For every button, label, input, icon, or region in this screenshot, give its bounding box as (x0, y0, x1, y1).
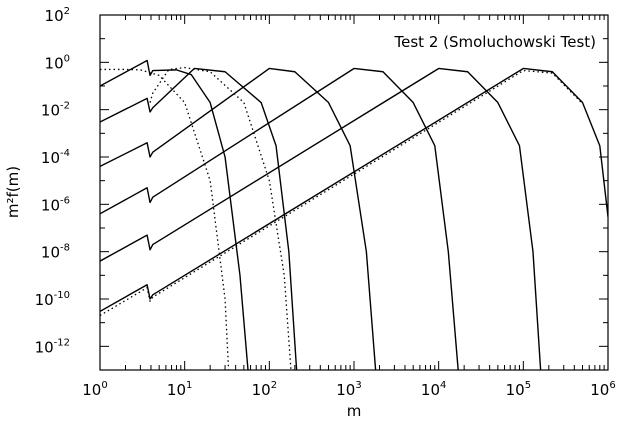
y-tick-label: 10-8 (41, 243, 70, 262)
x-axis-title: m (347, 402, 362, 420)
x-tick-label: 101 (167, 380, 192, 399)
x-tick-base: 10 (336, 381, 355, 399)
y-tick-exponent: 0 (64, 53, 70, 64)
y-tick-base: 10 (45, 54, 64, 72)
series-line-3 (149, 66, 292, 370)
x-tick-base: 10 (421, 381, 440, 399)
x-tick-base: 10 (506, 381, 525, 399)
y-tick-exponent: -10 (54, 290, 70, 301)
x-tick-base: 10 (82, 381, 101, 399)
series-layer (100, 59, 608, 370)
y-tick-label: 100 (45, 53, 70, 72)
y-tick-exponent: -8 (60, 243, 70, 254)
x-tick-label: 105 (506, 380, 531, 399)
y-axis-title: m²f(m) (4, 166, 22, 218)
y-tick-exponent: -2 (60, 101, 70, 112)
x-tick-exponent: 0 (101, 380, 107, 391)
x-tick-exponent: 1 (186, 380, 192, 391)
series-line-2 (100, 59, 249, 370)
y-tick-label: 10-12 (35, 337, 70, 356)
x-tick-label: 100 (82, 380, 107, 399)
y-tick-base: 10 (41, 149, 60, 167)
chart-annotation: Test 2 (Smoluchowski Test) (394, 33, 596, 51)
x-tick-base: 10 (590, 381, 609, 399)
y-tick-exponent: 2 (64, 6, 70, 17)
y-tick-label: 10-10 (35, 290, 70, 309)
y-tick-base: 10 (41, 196, 60, 214)
series-line-8 (100, 67, 608, 312)
series-line-1 (100, 68, 230, 370)
series-line-9 (100, 69, 583, 317)
tick-layer: 100 101 102 103 104 105 10610210010-210-410-61… (35, 6, 616, 399)
series-line-6 (100, 67, 459, 370)
y-tick-exponent: -4 (60, 148, 70, 159)
series-line-5 (100, 67, 377, 370)
y-tick-base: 10 (41, 244, 60, 262)
y-tick-base: 10 (45, 7, 64, 25)
y-tick-base: 10 (35, 291, 54, 309)
y-tick-label: 10-2 (41, 101, 70, 120)
series-line-4 (100, 67, 298, 370)
y-tick-base: 10 (35, 338, 54, 356)
x-tick-label: 103 (336, 380, 361, 399)
y-tick-exponent: -12 (54, 337, 70, 348)
x-tick-base: 10 (252, 381, 271, 399)
x-tick-exponent: 6 (609, 380, 615, 391)
y-tick-base: 10 (41, 102, 60, 120)
y-tick-exponent: -6 (60, 195, 70, 206)
x-tick-label: 106 (590, 380, 615, 399)
x-tick-exponent: 3 (355, 380, 361, 391)
series-line-7 (100, 67, 542, 370)
x-tick-label: 102 (252, 380, 277, 399)
x-tick-base: 10 (167, 381, 186, 399)
x-tick-exponent: 4 (440, 380, 446, 391)
x-tick-label: 104 (421, 380, 446, 399)
y-tick-label: 102 (45, 6, 70, 25)
y-tick-label: 10-4 (41, 148, 70, 167)
x-tick-exponent: 2 (271, 380, 277, 391)
x-tick-exponent: 5 (525, 380, 531, 391)
y-tick-label: 10-6 (41, 195, 70, 214)
